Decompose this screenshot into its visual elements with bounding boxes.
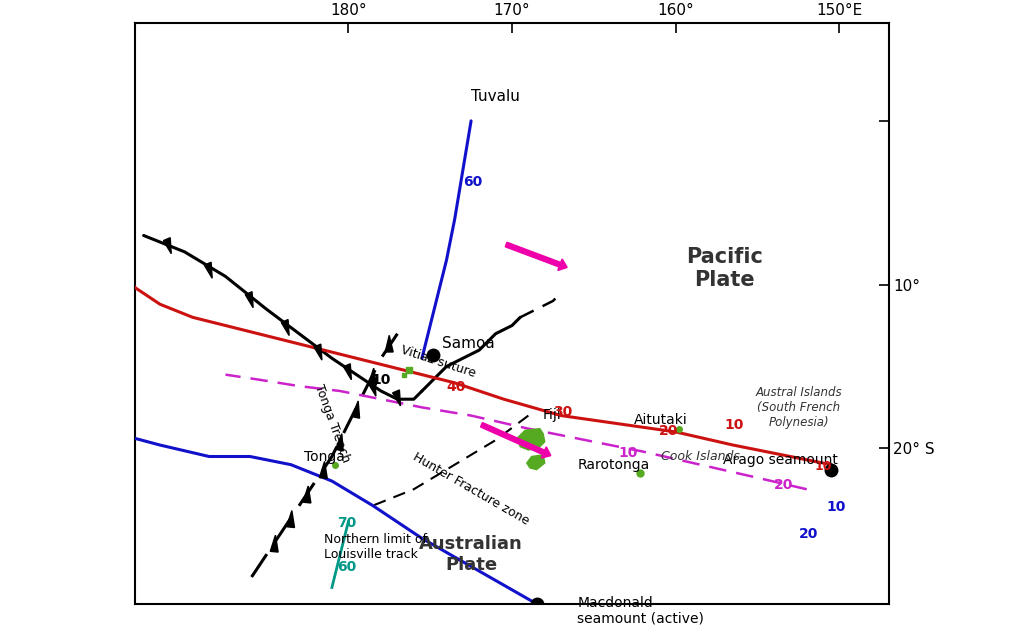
Text: Vitiaz suture: Vitiaz suture [399, 343, 477, 380]
Text: 10: 10 [618, 445, 638, 459]
Polygon shape [369, 368, 377, 385]
Text: 60: 60 [337, 560, 356, 574]
Polygon shape [336, 434, 343, 451]
Text: 10: 10 [725, 418, 744, 432]
Text: Pacific
Plate: Pacific Plate [686, 246, 763, 290]
Text: Samoa: Samoa [441, 336, 495, 351]
Polygon shape [343, 364, 351, 380]
Text: 10: 10 [815, 460, 833, 472]
Text: Cook Islands: Cook Islands [660, 450, 739, 463]
Text: 40: 40 [446, 380, 466, 394]
Text: 20: 20 [799, 527, 818, 541]
Polygon shape [368, 380, 376, 396]
Polygon shape [287, 510, 295, 527]
Text: 10: 10 [826, 500, 846, 513]
Text: 70: 70 [337, 516, 356, 530]
Text: Australian
Plate: Australian Plate [419, 536, 523, 574]
Text: Macdonald
seamount (active): Macdonald seamount (active) [578, 596, 705, 626]
Text: 10: 10 [372, 372, 391, 387]
Polygon shape [385, 335, 393, 352]
Text: Rarotonga: Rarotonga [578, 457, 649, 472]
Text: Northern limit of
Louisville track: Northern limit of Louisville track [324, 532, 427, 561]
Polygon shape [164, 238, 171, 254]
Polygon shape [352, 401, 359, 418]
Polygon shape [205, 262, 212, 278]
Text: Fiji: Fiji [543, 408, 562, 422]
Polygon shape [282, 319, 289, 336]
Polygon shape [319, 461, 328, 478]
Text: 20: 20 [659, 424, 679, 438]
Text: Aitutaki: Aitutaki [634, 413, 687, 428]
Polygon shape [392, 390, 400, 406]
Polygon shape [517, 428, 545, 450]
Polygon shape [270, 535, 279, 552]
Text: Tuvalu: Tuvalu [471, 89, 520, 104]
Text: Tonga Trench: Tonga Trench [311, 383, 352, 464]
Text: Austral Islands
(South French
Polynesia): Austral Islands (South French Polynesia) [756, 386, 842, 429]
Text: 60: 60 [463, 175, 482, 190]
Polygon shape [314, 344, 322, 360]
Text: 20: 20 [774, 478, 794, 492]
Polygon shape [303, 486, 311, 503]
Text: Tonga: Tonga [304, 449, 345, 464]
Polygon shape [246, 292, 253, 307]
Text: 30: 30 [553, 404, 572, 418]
Text: Hunter Fracture zone: Hunter Fracture zone [411, 450, 531, 528]
Polygon shape [526, 455, 545, 469]
Text: Arago seamount: Arago seamount [723, 453, 838, 467]
